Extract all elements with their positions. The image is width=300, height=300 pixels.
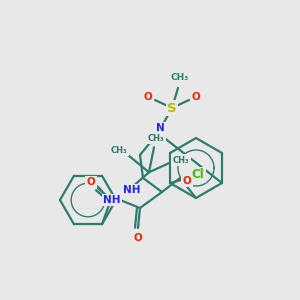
Text: O: O [134, 233, 142, 243]
Text: O: O [192, 92, 200, 102]
Text: O: O [87, 177, 95, 187]
Text: NH: NH [103, 195, 121, 205]
Text: NH: NH [123, 185, 141, 195]
Text: Cl: Cl [192, 169, 204, 182]
Text: S: S [167, 101, 177, 115]
Text: CH₃: CH₃ [173, 156, 189, 165]
Text: CH₃: CH₃ [148, 134, 164, 143]
Text: N: N [156, 123, 164, 133]
Text: O: O [183, 176, 191, 186]
Text: CH₃: CH₃ [111, 146, 127, 155]
Text: O: O [144, 92, 152, 102]
Text: CH₃: CH₃ [171, 74, 189, 82]
